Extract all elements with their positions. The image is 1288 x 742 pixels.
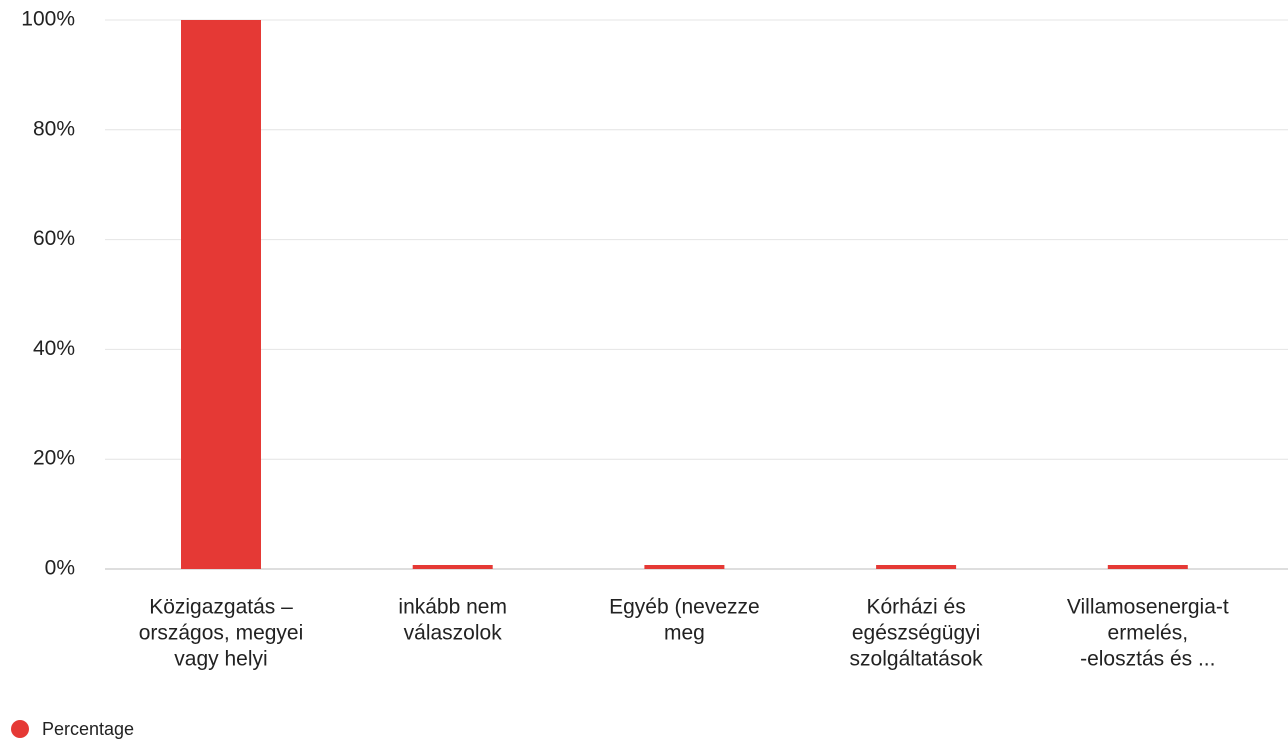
y-tick-label: 0% [45, 557, 75, 580]
x-tick-label: meg [664, 622, 705, 645]
bar [181, 20, 261, 569]
x-tick-label: -elosztás és ... [1080, 648, 1215, 671]
x-tick-label: Egyéb (nevezze [609, 596, 760, 619]
bar [644, 565, 725, 569]
y-tick-label: 20% [33, 447, 75, 470]
legend-marker [11, 720, 29, 738]
y-tick-label: 60% [33, 227, 75, 250]
x-tick-label: ermelés, [1108, 622, 1189, 645]
x-tick-label: válaszolok [404, 622, 503, 645]
bar [876, 565, 957, 569]
x-tick-label: országos, megyei [139, 622, 304, 645]
bar [1107, 565, 1188, 569]
x-tick-label: inkább nem [398, 596, 507, 619]
y-tick-label: 80% [33, 117, 75, 140]
bar [412, 565, 493, 569]
legend-label: Percentage [42, 719, 134, 739]
x-tick-label: Villamosenergia-t [1067, 596, 1229, 619]
x-tick-label: vagy helyi [174, 648, 267, 671]
x-tick-label: szolgáltatások [850, 648, 984, 671]
x-tick-label: Kórházi és [866, 596, 965, 619]
x-tick-label: egészségügyi [852, 622, 980, 645]
y-tick-label: 40% [33, 337, 75, 360]
y-tick-label: 100% [21, 8, 75, 31]
x-tick-label: Közigazgatás – [149, 596, 293, 619]
